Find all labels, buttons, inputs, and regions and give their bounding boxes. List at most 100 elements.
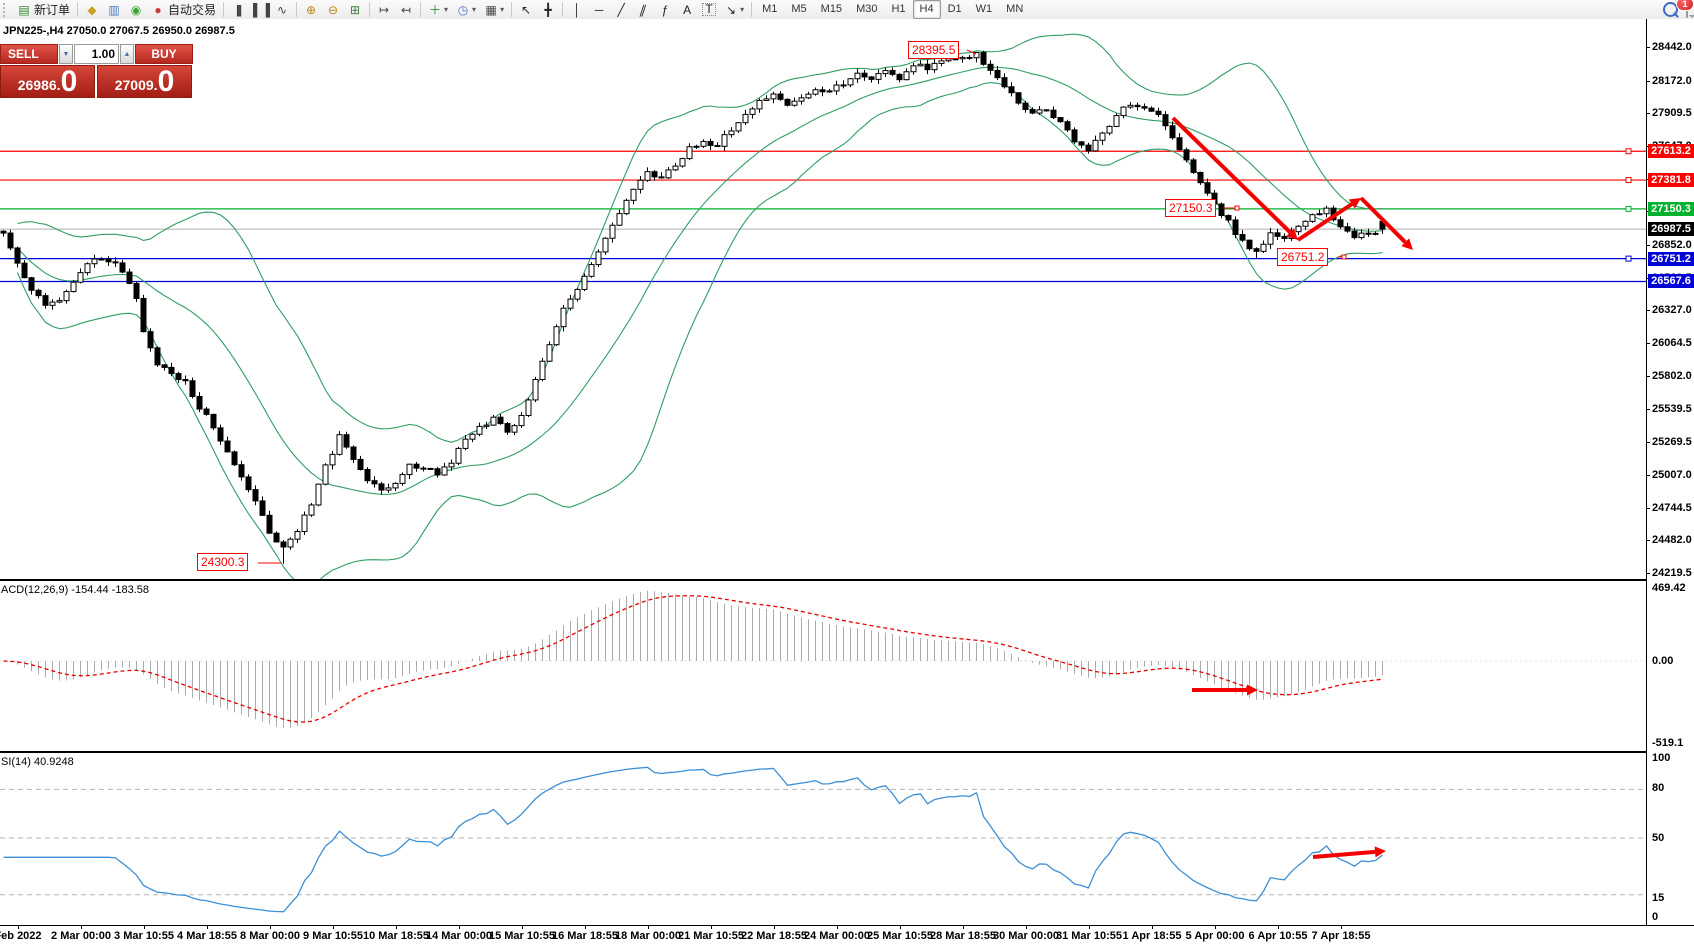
label-button[interactable]: T: [698, 1, 720, 19]
candle-chart-button[interactable]: ▌▐: [249, 1, 271, 19]
autotrade-button-label: 自动交易: [168, 3, 217, 17]
timeframe-button-mn[interactable]: MN: [1006, 3, 1024, 15]
price-annotation[interactable]: 27150.3: [1165, 199, 1217, 217]
timeframe-button-h4[interactable]: H4: [912, 0, 941, 19]
bar-chart-button[interactable]: |||: [227, 1, 249, 19]
main-chart-canvas[interactable]: [0, 19, 1646, 579]
auto-scroll-button[interactable]: ↦: [373, 1, 395, 19]
time-tick: [1152, 926, 1153, 929]
toolbar-separator: [77, 2, 79, 17]
time-tick: [1215, 926, 1216, 929]
time-label: 8 Mar 00:00: [240, 930, 300, 942]
main-chart-pane[interactable]: JPN225-,H4 27050.0 27067.5 26950.0 26987…: [0, 19, 1646, 581]
chart-shift-button[interactable]: ↤: [395, 1, 417, 19]
zoom-in-button[interactable]: ⊕: [300, 1, 322, 19]
time-label: 28 Mar 18:55: [929, 930, 997, 942]
macd-indicator-pane[interactable]: ACD(12,26,9) -154.44 -183.58: [0, 581, 1646, 753]
volume-increase-button[interactable]: ▲: [120, 44, 134, 64]
indicator-scale-label: 469.42: [1652, 582, 1686, 594]
fibonacci-button[interactable]: ƒ: [654, 1, 676, 19]
sell-button[interactable]: SELL: [0, 44, 58, 64]
templates-button[interactable]: ▦ ▾: [480, 1, 508, 19]
search-icon[interactable]: [1663, 2, 1678, 17]
price-annotation[interactable]: 26751.2: [1277, 248, 1329, 266]
crosshair-button[interactable]: ╋: [537, 1, 559, 19]
buy-price-main: 27009: [114, 77, 154, 93]
sell-price-display[interactable]: 26986. 0: [0, 65, 95, 98]
indicator-scale-label: 15: [1652, 892, 1665, 904]
price-tick: 26327.0: [1647, 304, 1692, 317]
timeframe-button-d1[interactable]: D1: [947, 3, 962, 15]
price-annotation[interactable]: 28395.5: [908, 41, 960, 59]
text-icon: A: [683, 2, 692, 17]
shift-icon: ↤: [401, 2, 412, 17]
time-tick: [1026, 926, 1027, 929]
time-label: 14 Mar 00:00: [425, 930, 493, 942]
notifications-button[interactable]: 1: [1676, 0, 1694, 18]
line-chart-button[interactable]: ∿: [271, 1, 293, 19]
time-label: 31 Mar 10:55: [1055, 930, 1123, 942]
sell-price-main: 26986: [17, 77, 57, 93]
price-level-label: 27381.8: [1648, 173, 1694, 188]
hline-button[interactable]: ─: [588, 1, 610, 19]
toolbar-separator: [296, 2, 298, 17]
autotrade-button[interactable]: ● 自动交易: [147, 1, 220, 19]
channel-button[interactable]: ∥: [632, 1, 654, 19]
time-tick: [1341, 926, 1342, 929]
zoom-out-button[interactable]: ⊖: [322, 1, 344, 19]
volume-input[interactable]: 1.00: [74, 44, 119, 64]
toolbar-separator: [562, 2, 564, 17]
rsi-canvas[interactable]: [0, 753, 1646, 925]
price-tick: 24219.5: [1647, 566, 1692, 579]
price-level-label: 27150.3: [1648, 201, 1694, 216]
sell-price-big-digit: 0: [60, 65, 78, 98]
timeframe-button-h1[interactable]: H1: [891, 3, 906, 15]
time-tick: [900, 926, 901, 929]
buy-price-display[interactable]: 27009. 0: [97, 65, 192, 98]
bars-icon: |||: [235, 2, 242, 17]
trendline-icon: ╱: [617, 2, 625, 17]
profiles-button[interactable]: ◆: [81, 1, 103, 19]
time-label: 21 Mar 10:55: [677, 930, 745, 942]
time-axis[interactable]: Feb 2022 2 Mar 00:003 Mar 10:554 Mar 18:5…: [0, 925, 1694, 945]
trendline-button[interactable]: ╱: [610, 1, 632, 19]
time-label: 9 Mar 10:55: [303, 930, 363, 942]
signal-button[interactable]: ◉: [125, 1, 147, 19]
buy-button[interactable]: BUY: [135, 44, 193, 64]
price-axis[interactable]: 28442.028172.027909.527647.027384.527122…: [1646, 19, 1694, 925]
candles-icon: ▌▐: [253, 2, 271, 17]
time-label: 22 Mar 18:55: [740, 930, 808, 942]
time-tick: [459, 926, 460, 929]
timeframe-button-w1[interactable]: W1: [975, 3, 993, 15]
timeframe-button-m15[interactable]: M15: [820, 3, 843, 15]
price-tick: 26064.5: [1647, 337, 1692, 350]
price-tick: 25269.5: [1647, 436, 1692, 449]
periods-button[interactable]: ◷ ▾: [452, 1, 480, 19]
timeframe-button-m30[interactable]: M30: [856, 3, 878, 15]
timeframe-button-m1[interactable]: M1: [762, 3, 778, 15]
time-tick: [81, 926, 82, 929]
tile-windows-button[interactable]: ⊞: [344, 1, 366, 19]
text-button[interactable]: A: [676, 1, 698, 19]
price-annotation[interactable]: 24300.3: [197, 553, 249, 571]
time-label: 15 Mar 10:55: [488, 930, 556, 942]
autoscroll-icon: ↦: [379, 2, 390, 17]
price-tick: 28442.0: [1647, 41, 1692, 53]
new-order-button[interactable]: ▤ 新订单: [13, 1, 74, 19]
time-label: 5 Apr 00:00: [1185, 930, 1245, 942]
time-tick: [333, 926, 334, 929]
arrows-button[interactable]: ↘ ▾: [720, 1, 748, 19]
macd-canvas[interactable]: [0, 581, 1646, 751]
cursor-button[interactable]: ↖: [515, 1, 537, 19]
vline-button[interactable]: │: [566, 1, 588, 19]
chevron-down-icon: ▾: [500, 5, 505, 14]
templates-icon: ▦: [485, 2, 497, 17]
rsi-indicator-pane[interactable]: SI(14) 40.9248: [0, 753, 1646, 926]
toolbar-grip[interactable]: [3, 2, 10, 17]
indicators-button[interactable]: ＋ ▾: [424, 1, 452, 19]
volume-decrease-button[interactable]: ▼: [59, 44, 73, 64]
charts-button[interactable]: ▥: [103, 1, 125, 19]
time-label: 2 Mar 00:00: [51, 930, 111, 942]
timeframe-button-m5[interactable]: M5: [791, 3, 807, 15]
